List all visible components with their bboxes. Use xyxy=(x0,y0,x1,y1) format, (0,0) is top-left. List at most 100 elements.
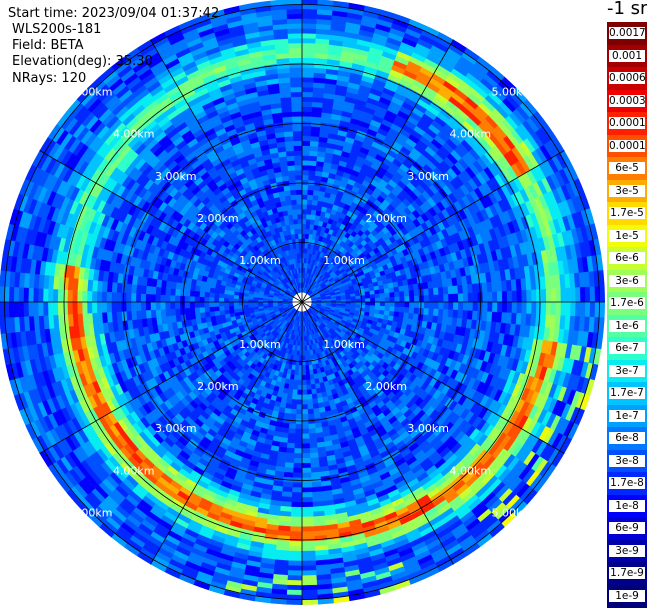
heatmap-cell xyxy=(289,521,303,528)
heatmap-cell xyxy=(398,311,405,319)
heatmap-cell xyxy=(296,404,303,410)
heatmap-cell xyxy=(284,462,294,469)
heatmap-cell xyxy=(301,545,316,552)
heatmap-cell xyxy=(448,293,454,303)
heatmap-cell xyxy=(301,72,315,78)
heatmap-cell xyxy=(453,293,459,303)
heatmap-cell xyxy=(310,135,320,142)
heatmap-cell xyxy=(442,309,449,318)
heatmap-cell xyxy=(301,526,315,532)
heatmap-cell xyxy=(433,294,440,303)
heatmap-cell xyxy=(293,448,303,454)
heatmap-cell xyxy=(394,301,400,308)
heatmap-cell xyxy=(418,288,425,297)
heatmap-cell xyxy=(350,298,357,303)
heatmap-cell xyxy=(307,403,314,410)
heatmap-cell xyxy=(301,516,314,523)
heatmap-cell xyxy=(309,442,318,449)
heatmap-cell xyxy=(310,467,321,474)
heatmap-cell xyxy=(310,462,320,469)
heatmap-cell xyxy=(496,301,503,313)
heatmap-cell xyxy=(379,297,386,303)
heatmap-cell xyxy=(521,301,528,315)
heatmap-cell xyxy=(291,487,303,493)
heatmap-cell xyxy=(296,394,303,400)
heatmap-cell xyxy=(453,301,459,311)
heatmap-cell xyxy=(301,428,310,435)
heatmap-cell xyxy=(301,96,313,103)
heatmap-cell xyxy=(286,442,295,449)
heatmap-cell xyxy=(301,23,317,29)
heatmap-cell xyxy=(301,218,307,225)
heatmap-cell xyxy=(379,293,386,299)
heatmap-cell xyxy=(307,179,316,186)
heatmap-cell xyxy=(298,350,303,357)
heatmap-cell xyxy=(457,284,464,295)
heatmap-cell xyxy=(408,290,415,297)
heatmap-cell xyxy=(589,301,596,318)
heatmap-cell xyxy=(309,378,316,385)
heatmap-cell xyxy=(306,199,313,206)
heatmap-cell xyxy=(301,496,313,503)
heatmap-cell xyxy=(545,288,552,303)
heatmap-cell xyxy=(584,301,591,318)
heatmap-cell xyxy=(301,223,307,230)
heatmap-cell xyxy=(404,301,410,308)
heatmap-cell xyxy=(286,437,296,444)
heatmap-cell xyxy=(575,301,581,317)
heatmap-cell xyxy=(379,305,386,311)
heatmap-cell xyxy=(301,62,315,68)
heatmap-cell xyxy=(301,135,311,142)
heatmap-cell xyxy=(438,294,444,303)
heatmap-cell xyxy=(301,8,318,15)
heatmap-cell xyxy=(295,409,303,415)
heatmap-cell xyxy=(389,301,396,308)
heatmap-cell xyxy=(448,301,454,311)
heatmap-cell xyxy=(305,379,311,386)
heatmap-cell xyxy=(364,294,371,299)
heatmap-cell xyxy=(467,310,474,321)
heatmap-cell xyxy=(309,447,319,454)
heatmap-cell xyxy=(305,374,311,381)
heatmap-cell xyxy=(308,169,317,176)
heatmap-cell xyxy=(291,496,303,503)
heatmap-cell xyxy=(511,301,518,314)
heatmap-cell xyxy=(423,288,430,296)
heatmap-cell xyxy=(301,42,316,49)
heatmap-cell xyxy=(301,160,310,166)
heatmap-cell xyxy=(452,285,459,295)
heatmap-cell xyxy=(289,413,297,420)
heatmap-cell xyxy=(310,383,317,390)
heatmap-cell xyxy=(307,413,315,420)
heatmap-cell xyxy=(511,290,518,303)
heatmap-cell xyxy=(301,565,317,572)
heatmap-cell xyxy=(304,350,308,356)
heatmap-cell xyxy=(294,438,303,444)
heatmap-cell xyxy=(472,292,479,303)
heatmap-cell xyxy=(311,111,323,118)
heatmap-cell xyxy=(286,584,303,591)
heatmap-cell xyxy=(301,116,312,122)
heatmap-cell xyxy=(305,223,311,230)
heatmap-cell xyxy=(291,501,303,508)
heatmap-cell xyxy=(292,472,303,479)
heatmap-cell xyxy=(413,289,420,297)
heatmap-cells xyxy=(0,0,605,605)
heatmap-cell xyxy=(308,432,317,439)
heatmap-cell xyxy=(403,290,410,297)
heatmap-cell xyxy=(301,438,310,444)
heatmap-cell xyxy=(409,301,415,309)
heatmap-cell xyxy=(374,301,381,307)
heatmap-cell xyxy=(301,204,308,210)
heatmap-cell xyxy=(301,511,314,518)
heatmap-cell xyxy=(291,398,298,405)
heatmap-cell xyxy=(301,174,309,181)
heatmap-cell xyxy=(374,293,381,299)
heatmap-cell xyxy=(598,270,605,287)
heatmap-cell xyxy=(294,428,303,435)
heatmap-cell xyxy=(301,106,313,112)
heatmap-cell xyxy=(287,432,296,439)
heatmap-cell xyxy=(389,292,395,298)
heatmap-cell xyxy=(290,511,303,518)
